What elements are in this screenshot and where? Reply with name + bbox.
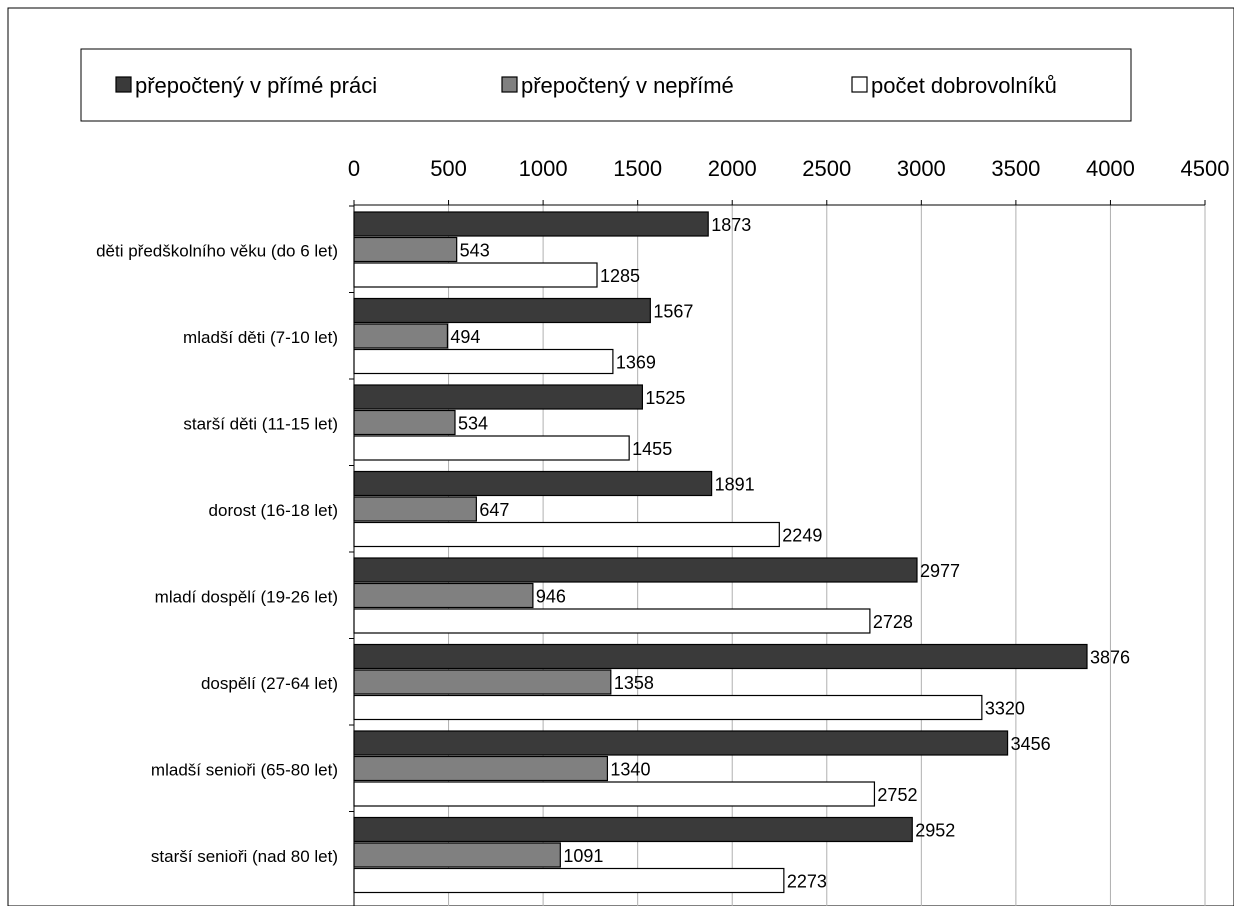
data-label: 1340 [610,760,650,780]
category-labels: děti předškolního věku (do 6 let) mladší … [96,242,338,867]
category-label: dorost (16-18 let) [209,501,338,520]
bar [353,262,598,288]
tick-label: 3000 [897,156,946,181]
axes [349,204,1205,906]
bar [353,842,561,868]
tick-label: 4500 [1181,156,1230,181]
tick-label: 0 [348,156,360,181]
data-label: 1891 [715,475,755,495]
data-label: 2249 [782,526,822,546]
bars: 1873 543 1285 1567 494 1369 1525 534 1455 1891 647… [353,211,1130,894]
data-label: 3456 [1011,734,1051,754]
data-label: 2273 [787,872,827,892]
bar [353,323,449,349]
data-label: 946 [536,587,566,607]
data-label: 534 [458,414,488,434]
legend-swatch [501,76,518,93]
bar [353,435,630,461]
data-label: 1525 [645,388,685,408]
data-label: 647 [479,500,509,520]
bar [353,211,709,237]
legend-label: přepočtený v přímé práci [135,73,377,98]
category-label: mladší děti (7-10 let) [183,328,338,347]
tick-label: 2000 [708,156,757,181]
category-label: děti předškolního věku (do 6 let) [96,242,338,261]
legend-label: přepočtený v nepřímé [521,73,734,98]
tick-label: 1000 [519,156,568,181]
category-label: dospělí (27-64 let) [201,674,338,693]
bar [353,470,713,497]
data-label: 1873 [711,215,751,235]
bar [353,608,871,634]
data-label: 2728 [873,612,913,632]
bar [353,348,614,375]
tick-label: 3500 [991,156,1040,181]
bar [353,694,983,721]
bar [353,236,458,263]
bar [353,297,651,324]
data-label: 3876 [1090,648,1130,668]
category-label: mladí dospělí (19-26 let) [155,588,338,607]
category-label: starší děti (11-15 let) [183,415,338,434]
bar [353,409,456,436]
data-label: 2977 [920,561,960,581]
bar [353,816,913,843]
tick-label: 1500 [613,156,662,181]
tick-label: 4000 [1086,156,1135,181]
data-label: 3320 [985,699,1025,719]
data-label: 1091 [563,846,603,866]
bar [353,867,785,894]
tick-label: 500 [430,156,467,181]
bar [353,496,477,522]
bar [353,582,534,609]
data-label: 494 [450,327,480,347]
data-label: 1358 [614,673,654,693]
bar [353,730,1009,756]
legend-label: počet dobrovolníků [871,73,1057,98]
data-label: 1369 [616,353,656,373]
data-label: 1285 [600,266,640,286]
bar [353,384,643,410]
bar [353,755,609,782]
bar [353,643,1088,670]
legend-box [80,48,1132,122]
legend-swatch [851,76,868,93]
legend: přepočtený v přímé práci přepočtený v nep… [115,73,1057,98]
data-label: 543 [460,241,490,261]
data-label: 2952 [915,821,955,841]
bar [353,521,780,548]
data-label: 1455 [632,439,672,459]
legend-swatch [115,76,132,93]
category-label: mladší senioři (65-80 let) [151,761,338,780]
data-label: 2752 [877,785,917,805]
category-label: starší senioři (nad 80 let) [151,847,338,866]
x-axis-ticks: 0 500 1000 1500 2000 2500 3000 3500 4000 4500 [348,156,1230,205]
bar [353,781,876,807]
data-label: 1567 [653,302,693,322]
tick-label: 2500 [802,156,851,181]
bar [353,669,612,695]
bar [353,557,918,583]
